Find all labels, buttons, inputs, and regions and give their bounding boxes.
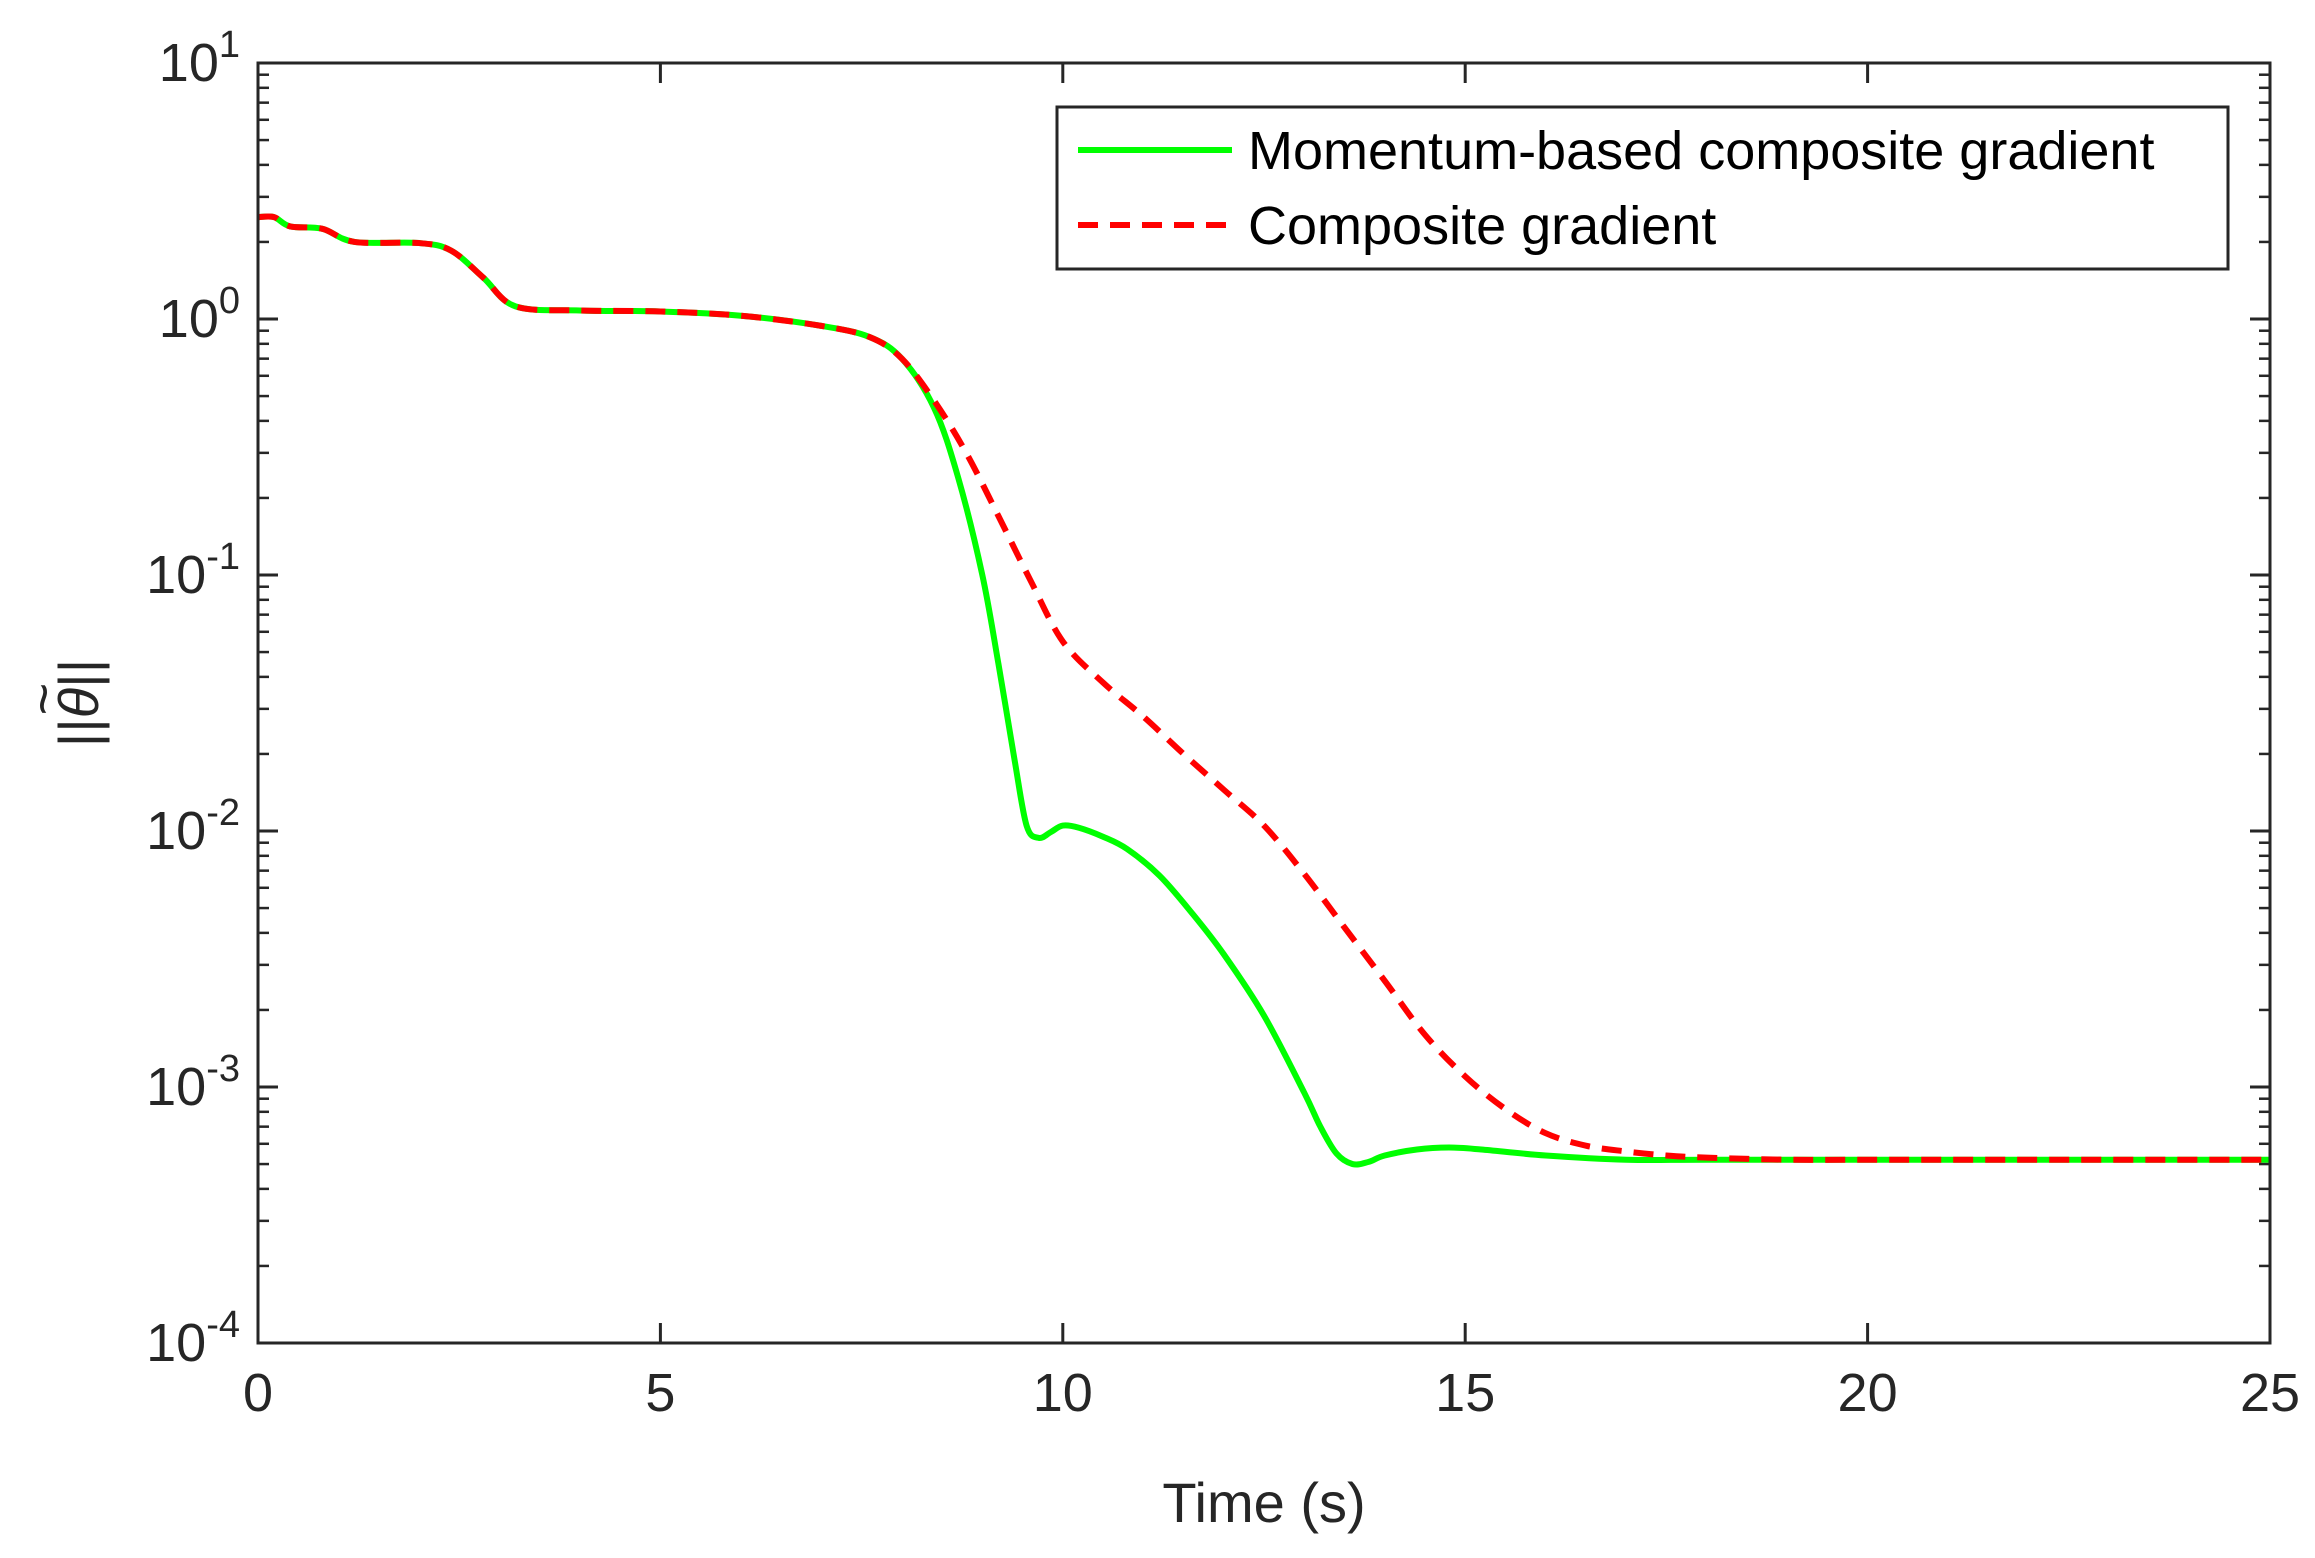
x-tick-label: 20 <box>1838 1363 1898 1423</box>
y-tick-label: 10-2 <box>146 792 240 861</box>
plot-background <box>258 63 2270 1343</box>
plot-frame <box>256 61 2272 1345</box>
x-tick-label: 25 <box>2240 1363 2300 1423</box>
legend-label-momentum: Momentum-based composite gradient <box>1248 121 2154 181</box>
x-axis-label: Time (s) <box>1162 1471 1365 1534</box>
legend-label-composite: Composite gradient <box>1248 196 1716 256</box>
y-axis-label-bar-right: || <box>47 659 110 688</box>
y-tick-label: 10-4 <box>146 1304 240 1373</box>
x-tick-label: 5 <box>645 1363 675 1423</box>
y-tick-label: 10-1 <box>146 536 240 605</box>
legend-box <box>1055 105 2230 271</box>
x-tick-label: 0 <box>243 1363 273 1423</box>
tick-labels-layer: 0 5 10 15 20 25 10-4 10-3 10-2 10-1 100 101 <box>146 24 2300 1423</box>
y-tick-label: 100 <box>159 280 240 349</box>
y-axis-label: ||θ|| ~ <box>11 659 110 748</box>
x-tick-label: 15 <box>1435 1363 1495 1423</box>
y-axis-label-symbol: θ <box>47 688 110 718</box>
series-line-composite <box>257 213 2270 1163</box>
svg-text:||θ||: ||θ|| <box>47 659 110 748</box>
series-layer <box>257 213 2270 1168</box>
x-tick-label: 10 <box>1033 1363 1093 1423</box>
y-tick-label: 10-3 <box>146 1048 240 1117</box>
y-tick-label: 101 <box>159 24 240 93</box>
series-line-momentum <box>257 213 2270 1168</box>
legend: Momentum-based composite gradient Compos… <box>1055 105 2230 271</box>
y-axis-label-accent: ~ <box>11 683 74 716</box>
y-axis-label-bar-left: || <box>47 718 110 747</box>
